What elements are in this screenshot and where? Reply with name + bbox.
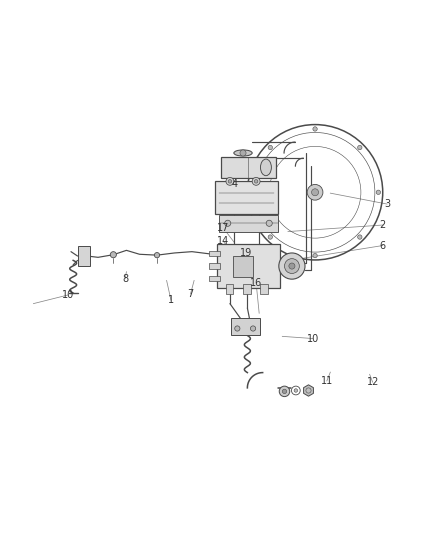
Bar	[231, 318, 260, 335]
Circle shape	[235, 326, 240, 331]
Text: 19: 19	[240, 248, 252, 259]
Bar	[209, 276, 220, 281]
Circle shape	[228, 180, 232, 183]
FancyBboxPatch shape	[217, 244, 280, 288]
Polygon shape	[304, 385, 314, 396]
Circle shape	[254, 180, 258, 183]
Circle shape	[358, 235, 362, 239]
Bar	[226, 285, 233, 294]
Bar	[233, 256, 253, 277]
Text: 4: 4	[231, 180, 237, 189]
Bar	[243, 285, 251, 294]
Circle shape	[225, 220, 231, 227]
Text: 11: 11	[321, 376, 333, 386]
Text: 10: 10	[307, 334, 319, 344]
Text: 17: 17	[217, 223, 230, 233]
Circle shape	[266, 220, 272, 227]
Text: 8: 8	[122, 274, 128, 284]
Text: 2: 2	[380, 220, 386, 230]
Bar	[219, 215, 278, 231]
Text: 1: 1	[168, 295, 174, 305]
Bar	[215, 181, 278, 214]
Circle shape	[250, 190, 254, 195]
Circle shape	[252, 177, 260, 185]
Circle shape	[279, 386, 290, 397]
Circle shape	[376, 190, 381, 195]
Ellipse shape	[261, 159, 272, 176]
Circle shape	[268, 235, 272, 239]
Text: 16: 16	[250, 278, 262, 288]
Text: 7: 7	[187, 288, 194, 298]
Circle shape	[251, 326, 256, 331]
Circle shape	[279, 253, 305, 279]
Circle shape	[154, 253, 159, 258]
Bar	[78, 246, 90, 265]
Circle shape	[240, 150, 246, 156]
Bar	[261, 285, 268, 294]
Bar	[221, 157, 276, 178]
Circle shape	[285, 259, 299, 273]
Text: 12: 12	[367, 377, 379, 387]
Text: 10: 10	[62, 290, 74, 300]
Circle shape	[307, 184, 323, 200]
Ellipse shape	[234, 150, 252, 156]
Bar	[209, 251, 220, 256]
Circle shape	[311, 189, 318, 196]
Circle shape	[313, 253, 317, 258]
Circle shape	[226, 177, 234, 185]
Circle shape	[268, 146, 272, 150]
Circle shape	[313, 127, 317, 131]
Circle shape	[289, 263, 295, 269]
Circle shape	[283, 389, 287, 393]
Text: 14: 14	[217, 236, 230, 246]
Circle shape	[110, 252, 117, 258]
Circle shape	[358, 146, 362, 150]
Bar	[209, 263, 220, 269]
Text: 3: 3	[384, 199, 390, 209]
Circle shape	[294, 389, 297, 392]
Text: 6: 6	[380, 240, 386, 251]
